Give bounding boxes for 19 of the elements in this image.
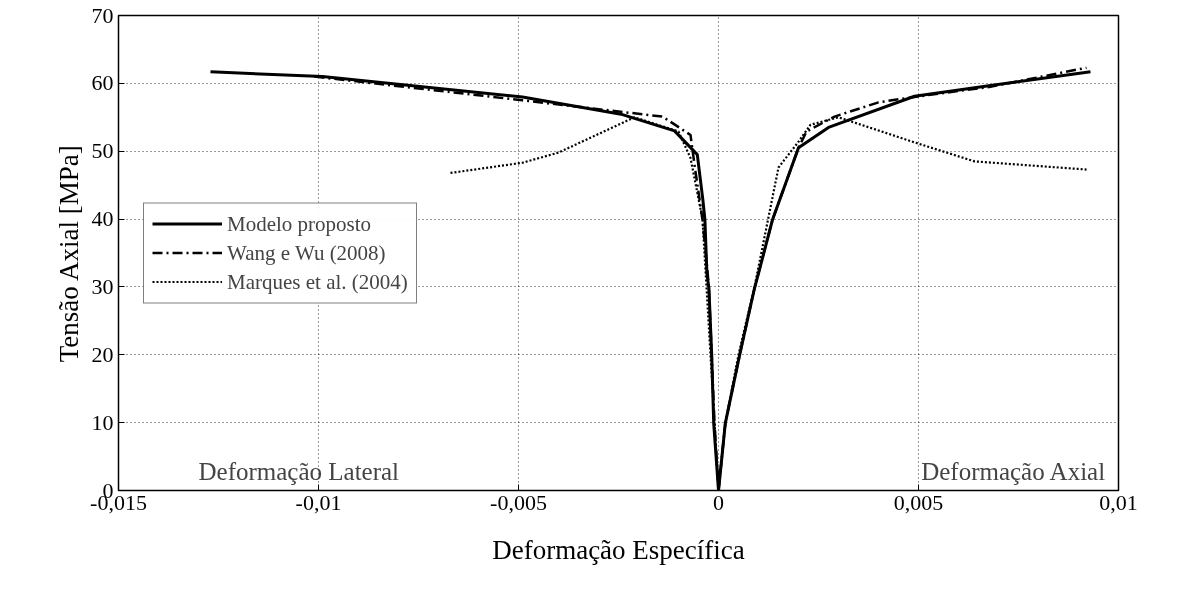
y-tick-label: 10 (91, 409, 114, 435)
legend-label: Modelo proposto (227, 211, 372, 236)
legend-label: Wang e Wu (2008) (227, 240, 386, 265)
annotation: Deformação Lateral (198, 457, 400, 485)
y-tick-label: 50 (91, 138, 114, 164)
y-tick-label: 40 (91, 206, 114, 232)
legend-label: Marques et al. (2004) (227, 269, 408, 294)
y-tick-label: 60 (91, 70, 114, 96)
y-tick-label: 20 (91, 341, 114, 367)
x-tick-label: 0,01 (1099, 489, 1138, 515)
annotation: Deformação Axial (921, 457, 1106, 485)
x-tick-label: -0,005 (490, 489, 547, 515)
y-tick-label: 30 (91, 273, 114, 299)
x-axis-title: Deformação Específica (492, 534, 745, 565)
y-tick-label: 70 (91, 2, 114, 28)
x-tick-label: -0,01 (295, 489, 342, 515)
x-tick-label: 0 (713, 489, 724, 515)
x-tick-label: 0,005 (893, 489, 944, 515)
y-axis-title: Tensão Axial [MPa] (53, 145, 84, 363)
